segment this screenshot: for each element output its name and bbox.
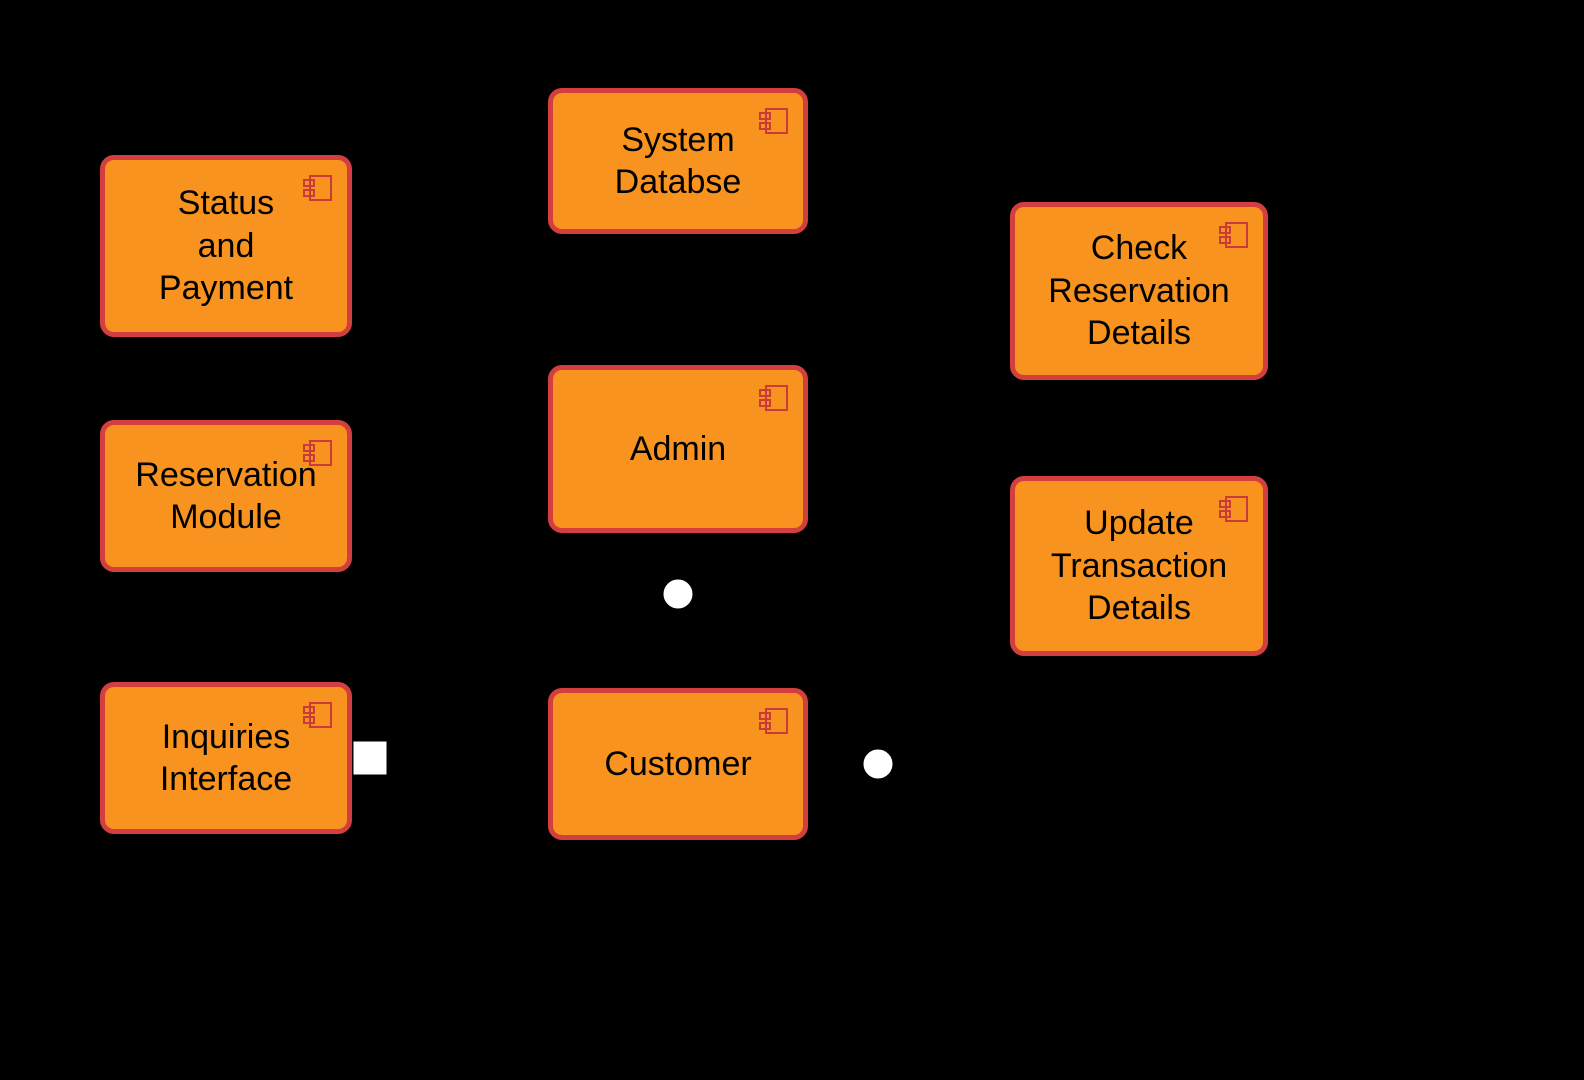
- component-label: System Databse: [615, 119, 742, 204]
- component-inquiries-interface: Inquiries Interface: [100, 682, 352, 834]
- edge-e3: [352, 449, 548, 496]
- component-icon: [303, 701, 333, 729]
- component-label: Check Reservation Details: [1048, 227, 1229, 355]
- edge-e7: [808, 291, 1010, 449]
- component-icon: [759, 707, 789, 735]
- edge-e8: [808, 449, 1010, 566]
- component-icon: [303, 174, 333, 202]
- component-system-database: System Databse: [548, 88, 808, 234]
- component-label: Admin: [630, 428, 726, 471]
- edge-e6: [662, 533, 694, 688]
- edge-e4: [352, 740, 548, 776]
- edge-e9: [808, 566, 1010, 780]
- component-icon: [759, 107, 789, 135]
- component-label: Update Transaction Details: [1051, 502, 1227, 630]
- component-label: Reservation Module: [135, 454, 316, 539]
- component-status-payment: Status and Payment: [100, 155, 352, 337]
- component-label: Status and Payment: [159, 182, 293, 310]
- component-label: Inquiries Interface: [160, 716, 292, 801]
- component-update-transaction: Update Transaction Details: [1010, 476, 1268, 656]
- component-icon: [759, 384, 789, 412]
- component-reservation-module: Reservation Module: [100, 420, 352, 572]
- component-admin: Admin: [548, 365, 808, 533]
- component-icon: [1219, 221, 1249, 249]
- component-customer: Customer: [548, 688, 808, 840]
- component-check-reservation: Check Reservation Details: [1010, 202, 1268, 380]
- diagram-canvas: Status and Payment Reservation Module Inqu…: [0, 0, 1584, 1080]
- edge-e1: [352, 161, 548, 246]
- component-label: Customer: [604, 743, 751, 786]
- component-icon: [303, 439, 333, 467]
- edge-e2: [352, 246, 548, 449]
- component-icon: [1219, 495, 1249, 523]
